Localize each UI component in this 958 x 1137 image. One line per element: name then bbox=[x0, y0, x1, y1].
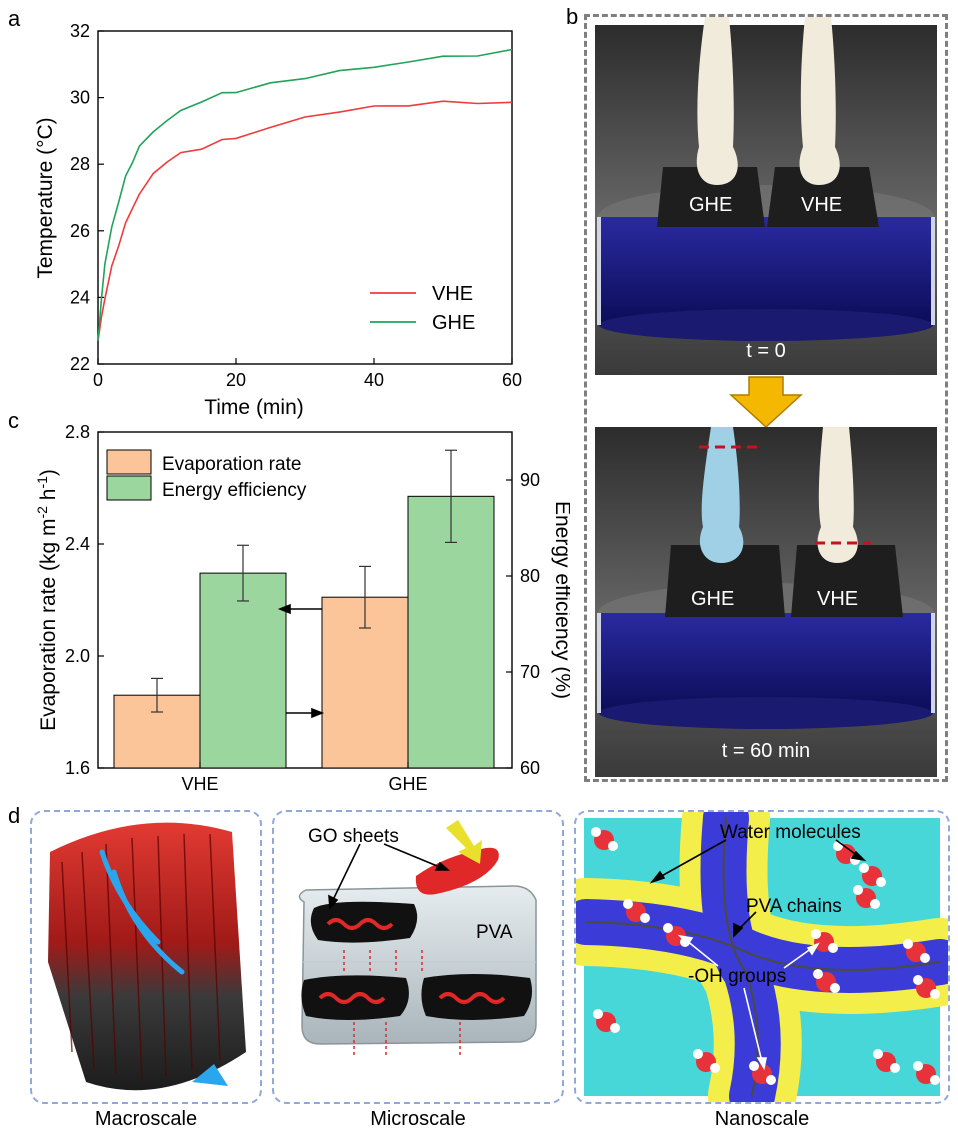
y-tick-label: 1.6 bbox=[65, 758, 90, 778]
series-line-ghe bbox=[97, 48, 513, 341]
y-tick-label: 26 bbox=[70, 221, 90, 241]
y-tick-label: 32 bbox=[70, 21, 90, 41]
hydrogen-atom bbox=[890, 1063, 900, 1073]
photo-label-ghe: GHE bbox=[691, 588, 734, 610]
y-tick-label: 30 bbox=[70, 88, 90, 108]
hydrogen-atom bbox=[873, 1049, 883, 1059]
plot-frame bbox=[97, 431, 513, 769]
pva-chains-label: PVA chains bbox=[746, 896, 842, 917]
legend: VHE GHE bbox=[370, 283, 475, 334]
hydrogen-atom bbox=[591, 827, 601, 837]
panel-label-a: a bbox=[8, 6, 21, 31]
photo-caption-t60: t = 60 min bbox=[722, 740, 810, 762]
hydrogen-atom bbox=[693, 1049, 703, 1059]
hydrogen-atom bbox=[903, 939, 913, 949]
y2-tick-label: 60 bbox=[520, 758, 540, 778]
y2-tick-label: 70 bbox=[520, 662, 540, 682]
x-axis-label: Time (min) bbox=[204, 396, 304, 419]
hydrogen-atom bbox=[859, 863, 869, 873]
hydrogen-atom bbox=[623, 899, 633, 909]
legend-swatch-evaporation bbox=[106, 449, 152, 475]
panel-label-d: d bbox=[8, 803, 21, 828]
water-molecules-label: Water molecules bbox=[720, 822, 861, 843]
panel-label-b: b bbox=[566, 4, 579, 29]
legend: Evaporation rate Energy efficiency bbox=[106, 449, 307, 501]
axis-pointer-arrows bbox=[277, 603, 325, 719]
bar-vhe-energy-efficiency bbox=[199, 572, 287, 769]
photo-panel: GHE VHE t = 0 GHE VHE t = 60 min bbox=[584, 14, 948, 782]
hydrogen-atom bbox=[811, 929, 821, 939]
hydrogen-atom bbox=[813, 969, 823, 979]
hydrogen-atom bbox=[610, 1023, 620, 1033]
x-tick-label: 60 bbox=[502, 370, 522, 390]
pva-label: PVA bbox=[476, 922, 513, 943]
y-tick-label: 24 bbox=[70, 287, 90, 307]
photo-label-vhe: VHE bbox=[817, 588, 858, 610]
nanoscale-box: Water molecules PVA chains -OH groups bbox=[574, 810, 950, 1104]
legend-label-vhe: VHE bbox=[432, 283, 473, 305]
evaporation-bar-chart: 1.6 2.0 2.4 2.8 60 70 80 90 VHE GHE Evaporation r… bbox=[34, 422, 570, 794]
x-tick-label: VHE bbox=[181, 774, 218, 794]
photo-label-ghe: GHE bbox=[689, 194, 732, 216]
hydrogen-atom bbox=[876, 877, 886, 887]
hydrogen-atom bbox=[593, 1009, 603, 1019]
series-line-vhe bbox=[97, 100, 513, 341]
hydrogen-atom bbox=[920, 953, 930, 963]
hydrogen-atom bbox=[608, 841, 618, 851]
hydrogen-atom bbox=[766, 1075, 776, 1085]
x-tick-label: 0 bbox=[93, 370, 103, 390]
hydrogen-atom bbox=[663, 923, 673, 933]
photo-t60: GHE VHE t = 60 min bbox=[595, 427, 937, 777]
y-tick-label: 28 bbox=[70, 154, 90, 174]
hydrogen-atom bbox=[710, 1063, 720, 1073]
caption-nanoscale: Nanoscale bbox=[714, 1108, 810, 1130]
go-sheets-label: GO sheets bbox=[308, 826, 399, 847]
microscale-box: GO sheets PVA bbox=[272, 810, 564, 1104]
caption-macroscale: Macroscale bbox=[94, 1108, 198, 1130]
photo-t0: GHE VHE t = 0 bbox=[595, 17, 937, 375]
temperature-line-chart: 0 20 40 60 22 24 26 28 30 32 Time (min) Temperatu… bbox=[34, 21, 522, 419]
y-axis-label: Temperature (°C) bbox=[34, 117, 57, 278]
y-tick-label: 22 bbox=[70, 354, 90, 374]
panel-label-c: c bbox=[8, 408, 19, 433]
hydrogen-atom bbox=[930, 1075, 940, 1085]
y-axis-label-left: Evaporation rate (kg m-2 h-1) bbox=[34, 469, 60, 731]
caption-microscale: Microscale bbox=[370, 1108, 466, 1130]
hydrogen-atom bbox=[930, 989, 940, 999]
oh-groups-label: -OH groups bbox=[688, 966, 786, 987]
hydrogen-atom bbox=[828, 943, 838, 953]
y2-tick-label: 90 bbox=[520, 470, 540, 490]
hydrogen-atom bbox=[913, 975, 923, 985]
photo-label-vhe: VHE bbox=[801, 194, 842, 216]
x-tick-label: 20 bbox=[226, 370, 246, 390]
x-tick-label: GHE bbox=[388, 774, 427, 794]
hydrogen-atom bbox=[749, 1061, 759, 1071]
y2-tick-label: 80 bbox=[520, 566, 540, 586]
y-tick-label: 2.0 bbox=[65, 646, 90, 666]
photo-caption-t0: t = 0 bbox=[746, 340, 785, 362]
hydrogen-atom bbox=[853, 885, 863, 895]
hydrogen-atom bbox=[870, 899, 880, 909]
legend-label-efficiency: Energy efficiency bbox=[162, 480, 307, 501]
down-arrow bbox=[729, 376, 803, 429]
y-axis-label-right: Energy efficiency (%) bbox=[551, 501, 570, 699]
legend-label-evaporation: Evaporation rate bbox=[162, 454, 301, 475]
macroscale-box bbox=[30, 810, 262, 1104]
y-tick-label: 2.8 bbox=[65, 422, 90, 442]
y-tick-label: 2.4 bbox=[65, 534, 90, 554]
plot-frame bbox=[97, 30, 513, 365]
hydrogen-atom bbox=[830, 983, 840, 993]
hydrogen-atom bbox=[913, 1061, 923, 1071]
hydrogen-atom bbox=[640, 913, 650, 923]
legend-swatch-efficiency bbox=[106, 475, 152, 501]
legend-label-ghe: GHE bbox=[432, 312, 475, 334]
x-tick-label: 40 bbox=[364, 370, 384, 390]
